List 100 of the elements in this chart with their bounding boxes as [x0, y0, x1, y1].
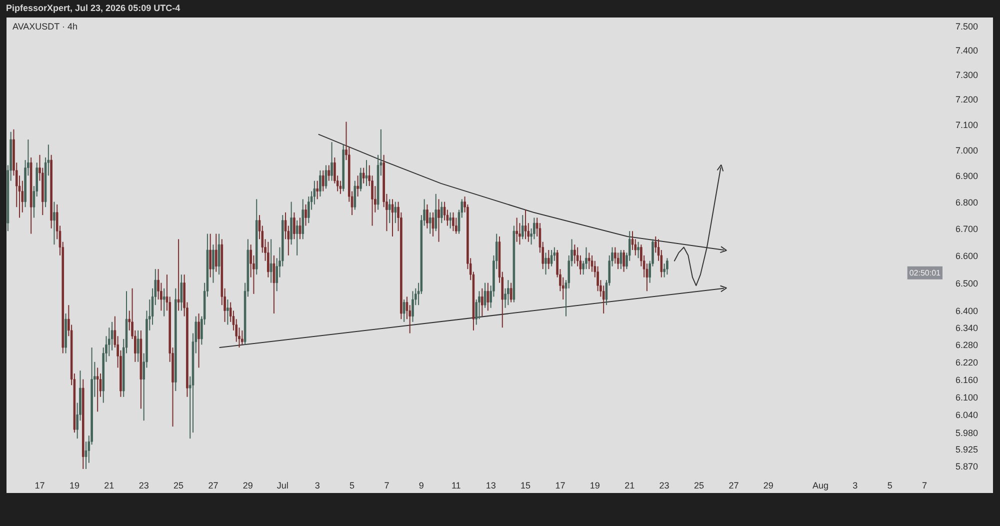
y-tick-label: 6.800 [956, 197, 978, 208]
candlestick [267, 241, 270, 278]
candlestick [293, 212, 296, 240]
x-tick-label: 17 [34, 480, 45, 490]
candlestick [241, 330, 244, 346]
x-tick-label: 19 [590, 480, 600, 490]
candlestick [574, 244, 576, 264]
candlestick [354, 180, 356, 210]
candlestick [486, 282, 490, 312]
x-tick-label: 21 [104, 480, 114, 490]
y-tick-label: 5.980 [956, 428, 978, 438]
candlestick [426, 204, 428, 229]
candlestick [449, 212, 452, 229]
x-tick-label: 27 [728, 480, 739, 490]
y-tick-label: 7.400 [956, 45, 978, 56]
candlestick [272, 254, 276, 314]
candlestick [388, 198, 391, 224]
candlestick [622, 249, 625, 272]
x-tick-label: 9 [418, 480, 424, 490]
candlestick [452, 212, 454, 232]
candlestick [620, 249, 622, 270]
x-tick-label: 11 [451, 480, 461, 490]
candlestick [177, 238, 180, 312]
candlestick [484, 282, 486, 308]
candlestick [324, 164, 328, 190]
candlestick [214, 233, 218, 272]
candlestick [328, 164, 330, 182]
candlestick [521, 214, 524, 240]
x-tick-label: 7 [922, 480, 928, 490]
x-tick-label: 29 [763, 480, 774, 490]
y-tick-label: 7.100 [956, 120, 978, 130]
y-tick-label: 6.220 [956, 357, 978, 368]
candlestick [510, 282, 512, 303]
candlestick [394, 201, 397, 224]
candlestick [481, 288, 484, 317]
x-tick-label: 25 [174, 480, 184, 490]
candlestick [290, 201, 292, 246]
candlestick [550, 249, 553, 267]
candlestick [440, 201, 443, 224]
candlestick [438, 198, 440, 242]
candlestick [356, 175, 359, 198]
candlestick [588, 252, 590, 270]
candlestick [360, 167, 362, 192]
text: PipfessorXpert, Jul 23, 2026 05:09 UTC-4 [6, 3, 180, 13]
x-tick-label: 5 [350, 480, 355, 490]
candlestick [666, 258, 668, 276]
candlestick [322, 170, 324, 192]
x-tick-label: 19 [69, 480, 80, 490]
x-tick-label: 13 [486, 480, 496, 490]
x-tick-label: 23 [138, 480, 149, 490]
x-tick-label: 15 [520, 480, 531, 490]
candlestick [516, 217, 518, 242]
text: AVAXUSDT · 4h [12, 22, 78, 32]
y-tick-label: 7.000 [956, 145, 978, 156]
x-tick-label: 3 [852, 480, 858, 490]
y-tick-label: 7.200 [956, 94, 978, 105]
x-tick-label: Aug [812, 480, 828, 490]
x-tick-label: 23 [659, 480, 670, 490]
annotation: 02:50:01 [909, 268, 942, 278]
x-tick-label: 17 [555, 480, 566, 490]
y-tick-label: 6.280 [956, 340, 978, 350]
candlestick [96, 367, 99, 412]
candlestick [524, 209, 527, 240]
x-tick-label: 3 [314, 480, 320, 490]
candlestick [198, 312, 200, 368]
candlestick [412, 290, 414, 322]
candlestick [212, 244, 214, 284]
candlestick [548, 249, 550, 270]
candlestick [316, 180, 318, 200]
candlestick [162, 288, 166, 317]
candlestick [507, 280, 510, 306]
candlestick [330, 142, 333, 182]
y-tick-label: 6.600 [956, 250, 978, 261]
x-tick-label: 29 [242, 480, 253, 490]
y-tick-label: 6.340 [956, 323, 978, 334]
y-tick-label: 6.700 [956, 224, 978, 234]
candlestick [53, 201, 56, 246]
x-tick-label: Jul [276, 480, 288, 490]
y-tick-label: 6.400 [956, 306, 978, 316]
y-tick-label: 7.300 [956, 70, 978, 80]
candlestick [637, 241, 640, 259]
candlestick [319, 170, 322, 198]
y-tick-label: 6.100 [956, 392, 978, 402]
y-tick-label: 6.040 [956, 410, 978, 420]
y-tick-label: 6.500 [956, 278, 978, 288]
x-tick-label: 5 [887, 480, 892, 490]
candlestick [226, 298, 229, 326]
candlestick [362, 167, 365, 184]
x-tick-label: 21 [624, 480, 635, 490]
candlestick [428, 212, 432, 234]
candlestick [296, 220, 298, 256]
y-tick-label: 5.925 [956, 444, 978, 455]
candlestick [180, 274, 183, 312]
y-tick-label: 6.160 [956, 374, 978, 385]
candlestick [434, 193, 438, 232]
y-tick-label: 7.500 [956, 21, 978, 32]
candlestick [270, 238, 272, 284]
y-tick-label: 5.870 [956, 461, 978, 472]
candlestick [136, 330, 140, 362]
candlestick [544, 252, 547, 276]
